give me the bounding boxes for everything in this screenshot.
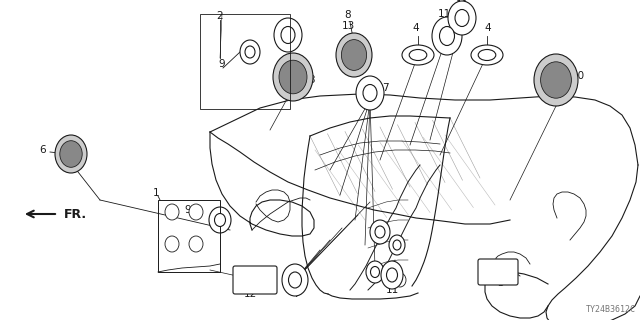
Ellipse shape [393,240,401,250]
Ellipse shape [282,264,308,296]
Text: 7: 7 [292,289,300,299]
Ellipse shape [409,50,427,60]
Text: 4: 4 [413,23,419,33]
Text: 4: 4 [484,23,492,33]
Ellipse shape [165,236,179,252]
Ellipse shape [356,76,384,110]
Text: 12: 12 [243,289,257,299]
Ellipse shape [541,62,572,98]
Ellipse shape [455,10,469,27]
Ellipse shape [245,46,255,58]
Text: 3: 3 [308,75,315,85]
Text: 2: 2 [217,11,223,21]
Ellipse shape [478,50,496,60]
Ellipse shape [279,60,307,94]
Text: 1: 1 [153,188,159,198]
Ellipse shape [432,17,462,55]
Text: TY24B3612C: TY24B3612C [586,305,636,314]
Ellipse shape [165,204,179,220]
FancyBboxPatch shape [478,259,518,285]
Ellipse shape [289,272,301,288]
Text: 5: 5 [497,278,503,288]
Text: 11: 11 [385,285,399,295]
Ellipse shape [448,1,476,35]
Ellipse shape [189,236,203,252]
Ellipse shape [371,267,380,277]
Text: 11: 11 [437,9,451,19]
Ellipse shape [341,40,367,70]
Text: 8: 8 [345,10,351,20]
Ellipse shape [273,53,313,101]
Ellipse shape [281,27,295,44]
Text: FR.: FR. [64,207,87,220]
Ellipse shape [370,220,390,244]
Ellipse shape [402,45,434,65]
Ellipse shape [471,45,503,65]
Ellipse shape [394,273,406,287]
FancyBboxPatch shape [233,266,277,294]
Ellipse shape [440,27,454,45]
Ellipse shape [274,18,302,52]
Ellipse shape [375,226,385,238]
Ellipse shape [387,268,397,282]
Ellipse shape [389,235,405,255]
Text: 6: 6 [40,145,46,155]
Bar [200,14,290,109]
Ellipse shape [209,207,231,233]
Ellipse shape [214,213,225,227]
Text: 11: 11 [456,0,468,10]
Ellipse shape [534,54,578,106]
Text: 10: 10 [572,71,585,81]
Ellipse shape [366,261,384,283]
Ellipse shape [336,33,372,77]
Text: 14: 14 [285,22,298,32]
Text: 9: 9 [219,59,225,69]
Ellipse shape [363,84,377,101]
Text: 9: 9 [185,205,191,215]
Text: 7: 7 [382,83,388,93]
Ellipse shape [240,40,260,64]
Ellipse shape [381,261,403,289]
Text: 13: 13 [341,21,355,31]
Ellipse shape [189,204,203,220]
Ellipse shape [55,135,87,173]
Ellipse shape [60,141,82,167]
